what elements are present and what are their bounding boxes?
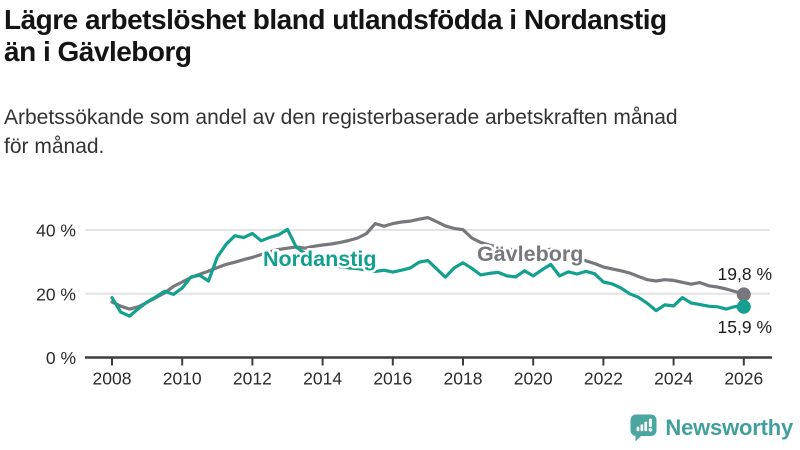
newsworthy-logo: Newsworthy bbox=[630, 414, 793, 442]
x-axis-tick-label: 2010 bbox=[163, 369, 202, 389]
x-axis-tick-label: 2026 bbox=[724, 369, 763, 389]
title-line-1: Lägre arbetslöshet bland utlandsfödda i … bbox=[4, 4, 667, 35]
x-axis-tick-label: 2022 bbox=[584, 369, 623, 389]
end-value-label-gavleborg: 19,8 % bbox=[718, 264, 772, 284]
x-axis-tick-label: 2008 bbox=[93, 369, 132, 389]
series-line-gavleborg bbox=[110, 216, 746, 311]
end-value-label-nordanstig: 15,9 % bbox=[718, 317, 772, 337]
chart-subtitle: Arbetssökande som andel av den registerb… bbox=[4, 103, 796, 161]
brand-wordmark: Newsworthy bbox=[665, 415, 793, 440]
subtitle-line-2: för månad. bbox=[4, 135, 105, 158]
series-label-gavleborg: Gävleborg bbox=[477, 242, 583, 266]
x-axis-tick-label: 2024 bbox=[654, 369, 693, 389]
series-label-nordanstig: Nordanstig bbox=[263, 247, 376, 271]
x-axis-tick-label: 2014 bbox=[303, 369, 342, 389]
x-axis-tick-label: 2012 bbox=[233, 369, 272, 389]
series-line-nordanstig bbox=[110, 227, 746, 318]
end-dot-gavleborg bbox=[736, 287, 751, 302]
end-dot-nordanstig bbox=[736, 299, 751, 314]
title-line-2: än i Gävleborg bbox=[4, 36, 192, 67]
x-axis-tick-label: 2016 bbox=[373, 369, 412, 389]
page-title: Lägre arbetslöshet bland utlandsfödda i … bbox=[4, 4, 796, 68]
y-axis-tick-label: 40 % bbox=[36, 221, 76, 241]
y-axis-tick-label: 20 % bbox=[36, 284, 76, 304]
x-axis-tick-label: 2020 bbox=[514, 369, 553, 389]
x-axis-tick-label: 2018 bbox=[444, 369, 483, 389]
y-axis-tick-label: 0 % bbox=[46, 348, 76, 368]
newsworthy-speech-bubble-bar-chart-icon bbox=[630, 414, 657, 442]
subtitle-line-1: Arbetssökande som andel av den registerb… bbox=[4, 106, 678, 129]
